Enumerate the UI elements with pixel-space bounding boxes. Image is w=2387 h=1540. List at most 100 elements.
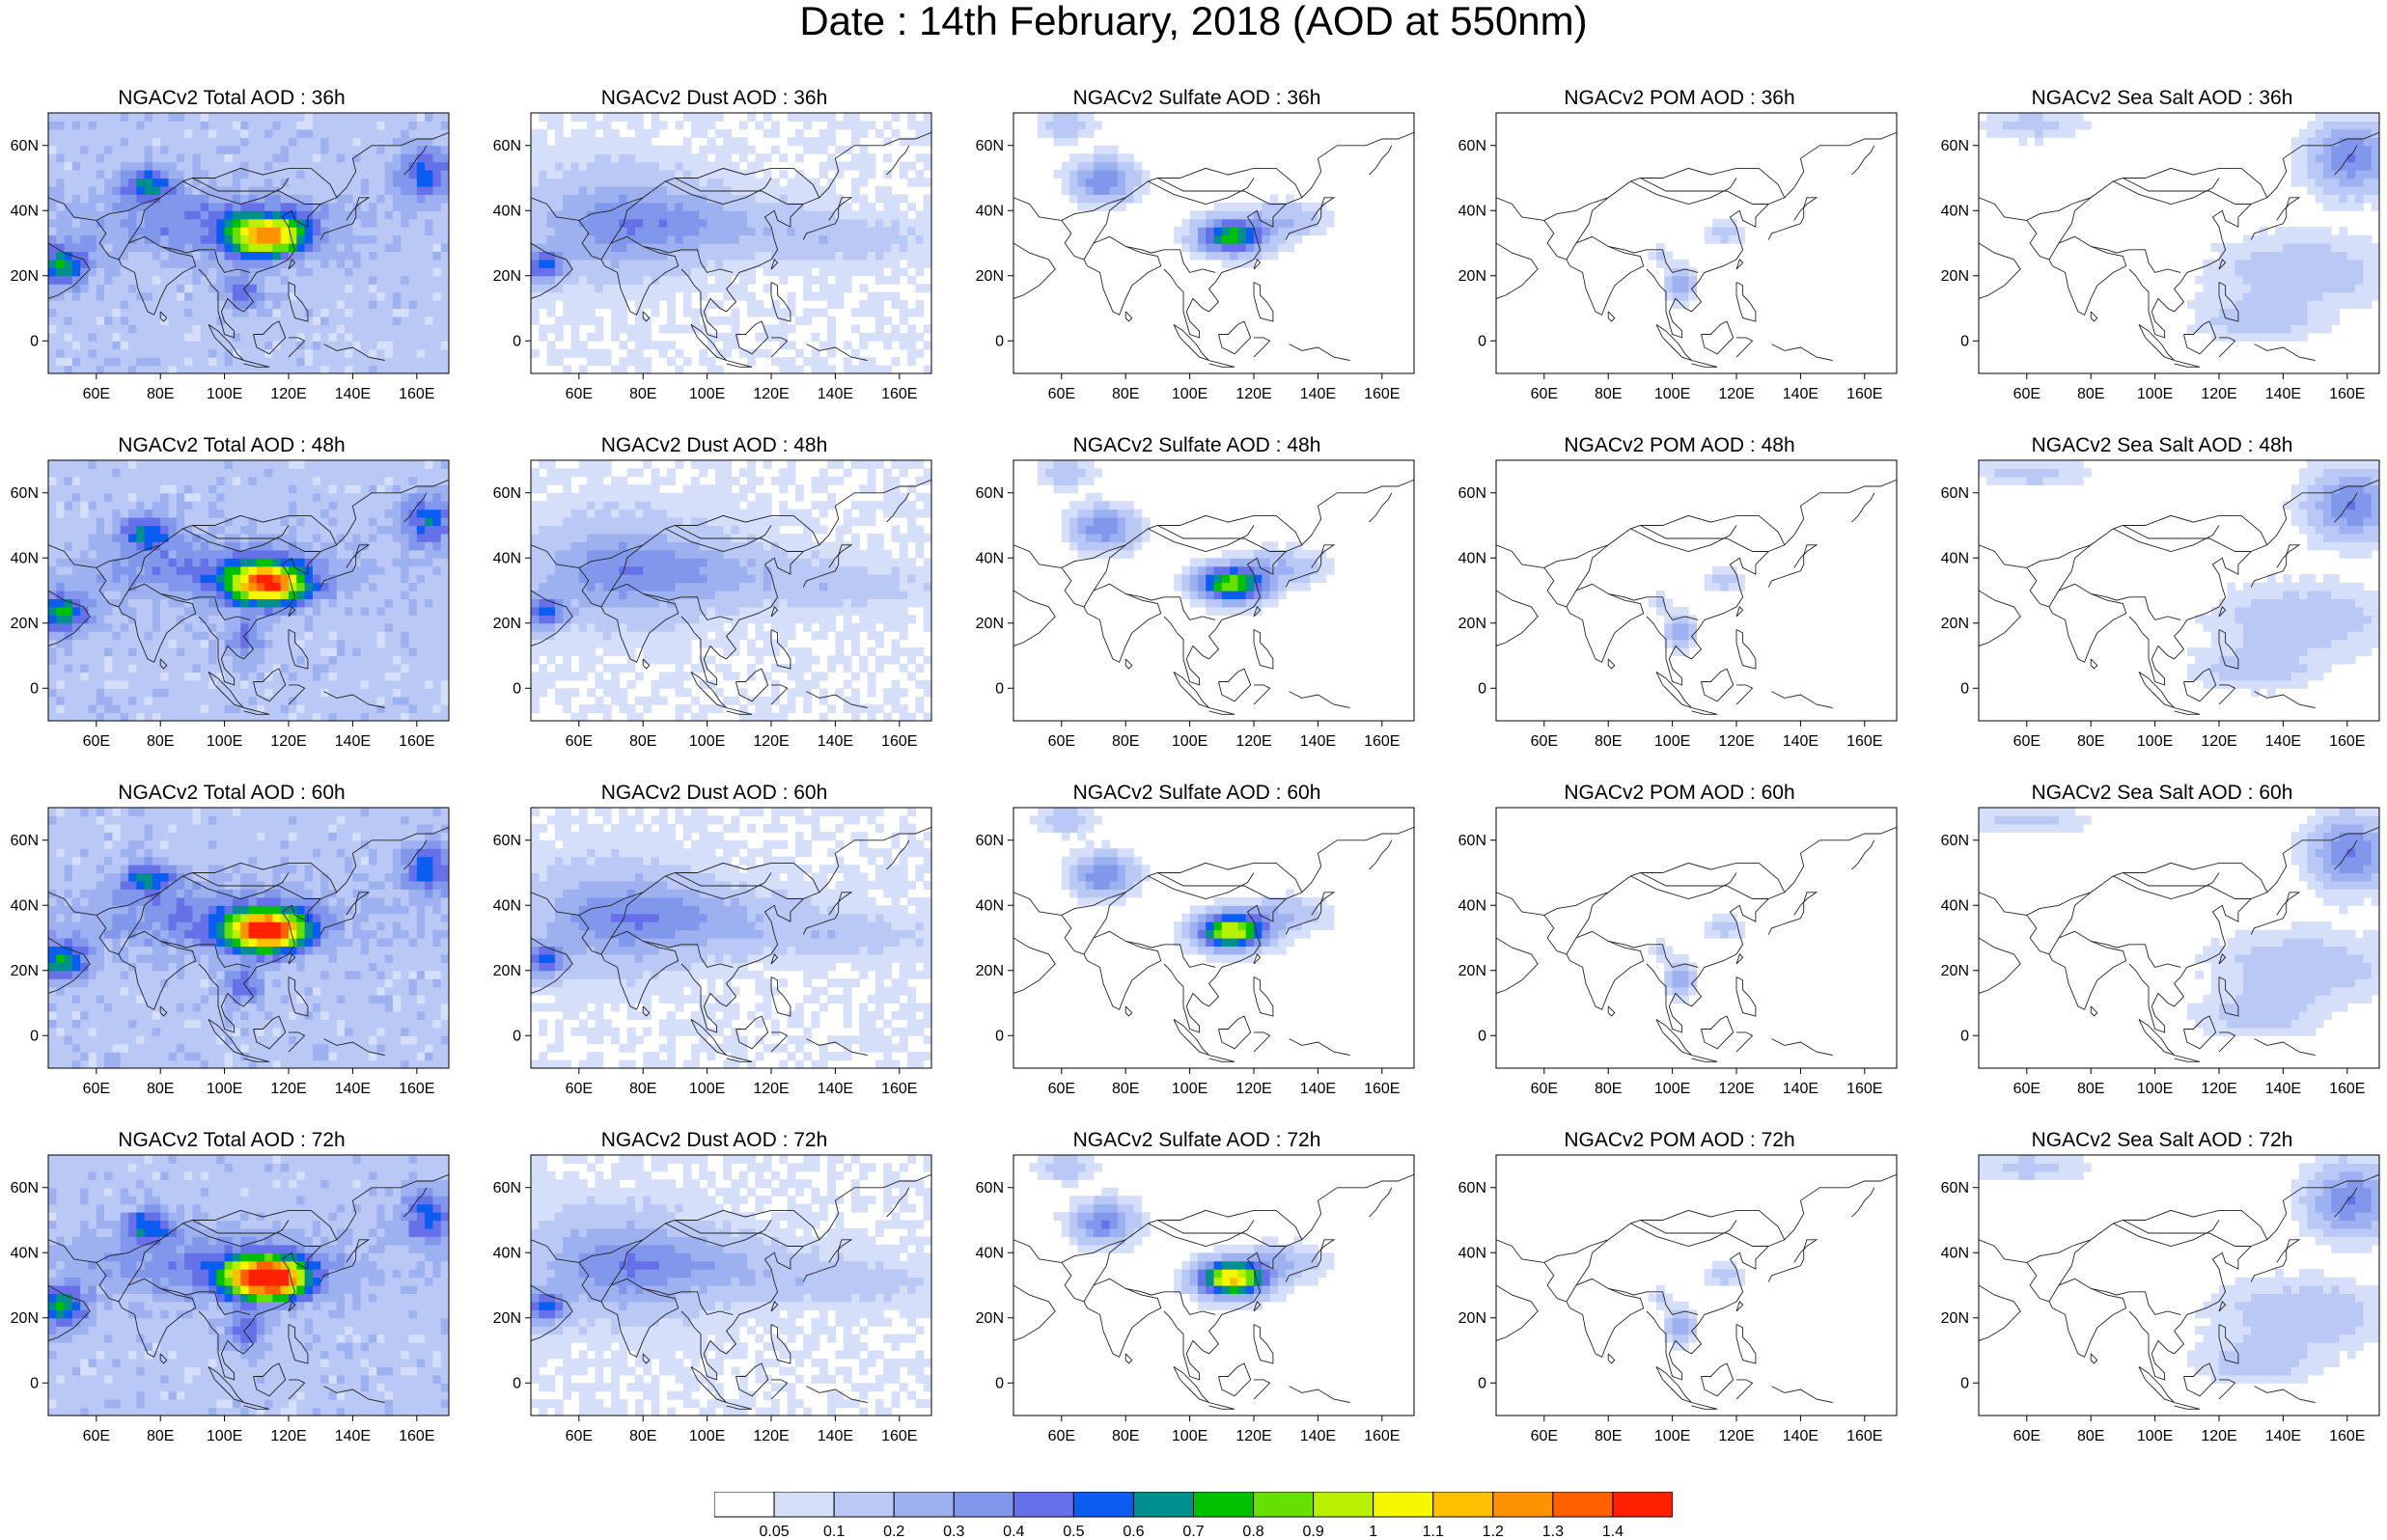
lat-tick-label: 60N xyxy=(1941,1180,1969,1196)
lat-tick-label: 20N xyxy=(493,1310,521,1327)
lon-tick-label: 80E xyxy=(147,386,174,402)
panel-title: NGACv2 Sulfate AOD : 48h xyxy=(1072,434,1321,456)
map-panel: NGACv2 POM AOD : 48h 60E 80E 100E 120E 140E 16… xyxy=(1448,434,1911,762)
colorbar-swatch xyxy=(1253,1492,1315,1518)
lat-tick-label: 0 xyxy=(995,1028,1004,1044)
colorbar-swatch xyxy=(1313,1492,1374,1518)
panel-title: NGACv2 Sea Salt AOD : 36h xyxy=(2031,87,2293,109)
lon-tick-label: 120E xyxy=(270,386,306,402)
lon-tick-label: 100E xyxy=(1172,386,1207,402)
lat-tick-label: 0 xyxy=(995,333,1004,349)
lon-tick-label: 60E xyxy=(1048,386,1075,402)
lat-tick-label: 40N xyxy=(11,550,39,566)
lat-tick-label: 0 xyxy=(1960,1028,1969,1044)
lat-tick-label: 40N xyxy=(1458,897,1486,914)
colorbar-swatch xyxy=(1193,1492,1255,1518)
lat-tick-label: 20N xyxy=(1941,616,1969,632)
lon-tick-label: 140E xyxy=(1783,733,1818,750)
lon-tick-label: 120E xyxy=(753,733,789,750)
panel-title: NGACv2 Sulfate AOD : 60h xyxy=(1072,782,1321,804)
lat-tick-label: 20N xyxy=(1458,616,1486,632)
lon-tick-label: 160E xyxy=(399,1081,434,1097)
colorbar-swatch xyxy=(1132,1492,1195,1518)
lat-tick-label: 40N xyxy=(1941,550,1969,566)
lon-tick-label: 160E xyxy=(399,1428,434,1444)
lon-tick-label: 140E xyxy=(1783,1081,1818,1097)
lat-tick-label: 20N xyxy=(11,963,39,979)
lon-tick-label: 60E xyxy=(1531,1081,1558,1097)
lon-tick-label: 160E xyxy=(2329,1081,2365,1097)
map-frame xyxy=(47,459,450,722)
lon-tick-label: 160E xyxy=(2329,1428,2365,1444)
aod-field xyxy=(1648,218,1745,310)
lon-tick-label: 80E xyxy=(2077,1428,2104,1444)
lat-tick-label: 20N xyxy=(1941,268,1969,285)
lon-tick-label: 120E xyxy=(1718,733,1754,750)
figure-title: Date : 14th February, 2018 (AOD at 550nm… xyxy=(799,0,1588,43)
lat-tick-label: 20N xyxy=(976,268,1004,285)
panel-title: NGACv2 Sulfate AOD : 72h xyxy=(1072,1129,1321,1151)
lat-tick-label: 20N xyxy=(976,1310,1004,1327)
lat-tick-label: 20N xyxy=(11,1310,39,1327)
coastlines xyxy=(1013,1173,1414,1410)
colorbar-label: 0.4 xyxy=(1003,1524,1024,1540)
lon-tick-label: 60E xyxy=(566,1081,593,1097)
lon-tick-label: 140E xyxy=(2265,1081,2301,1097)
panel-title: NGACv2 Dust AOD : 72h xyxy=(600,1129,828,1151)
lat-tick-label: 60N xyxy=(11,1180,39,1196)
lon-tick-label: 80E xyxy=(147,1428,174,1444)
lon-tick-label: 60E xyxy=(83,386,110,402)
map-panel: NGACv2 POM AOD : 72h 60E 80E 100E 120E 140E 16… xyxy=(1448,1129,1911,1457)
coastlines xyxy=(531,479,931,715)
map-frame xyxy=(530,459,932,722)
map-panel: NGACv2 Sulfate AOD : 36h 60E 80E 100E 120E 14… xyxy=(965,87,1429,415)
lon-tick-label: 60E xyxy=(2013,386,2040,402)
aod-map: 60E 80E 100E 120E 140E 160E 60N 40N 20N 0 xyxy=(1941,112,2380,402)
lon-tick-label: 100E xyxy=(1654,1428,1690,1444)
lat-tick-label: 60N xyxy=(1941,138,1969,154)
coastlines xyxy=(531,1173,931,1410)
coastlines xyxy=(48,479,449,715)
colorbar-swatch xyxy=(1072,1492,1134,1518)
lon-tick-label: 60E xyxy=(2013,1081,2040,1097)
panel-title: NGACv2 POM AOD : 48h xyxy=(1564,434,1795,456)
panel-title: NGACv2 POM AOD : 60h xyxy=(1564,782,1795,804)
coastlines xyxy=(1979,479,2379,715)
colorbar-label: 1.2 xyxy=(1483,1524,1504,1540)
panel-title: NGACv2 Sea Salt AOD : 48h xyxy=(2031,434,2293,456)
panel-title: NGACv2 Total AOD : 48h xyxy=(118,434,346,456)
lat-tick-label: 60N xyxy=(1458,833,1486,849)
map-panel: NGACv2 Dust AOD : 36h 60E 80E 100E 120E 140E 1… xyxy=(483,87,946,415)
lon-tick-label: 80E xyxy=(147,1081,174,1097)
aod-map: 60E 80E 100E 120E 140E 160E 60N 40N 20N 0 xyxy=(1941,1154,2380,1444)
lat-tick-label: 60N xyxy=(493,138,521,154)
lon-tick-label: 80E xyxy=(2077,1081,2104,1097)
panel-title: NGACv2 POM AOD : 72h xyxy=(1564,1129,1795,1151)
map-frame xyxy=(530,807,932,1069)
lon-tick-label: 80E xyxy=(629,386,656,402)
aod-field xyxy=(1979,1155,2379,1384)
map-frame xyxy=(1495,1154,1898,1416)
lon-tick-label: 120E xyxy=(1235,386,1271,402)
lon-tick-label: 80E xyxy=(1595,1428,1622,1444)
colorbar-swatch xyxy=(1552,1492,1614,1518)
map-frame xyxy=(47,1154,450,1416)
lat-tick-label: 60N xyxy=(1458,485,1486,502)
lon-tick-label: 160E xyxy=(881,1081,917,1097)
lon-tick-label: 120E xyxy=(2201,1428,2236,1444)
lon-tick-label: 140E xyxy=(818,1081,853,1097)
colorbar-swatch xyxy=(773,1492,835,1518)
map-panel: NGACv2 Sulfate AOD : 60h 60E 80E 100E 120E 14… xyxy=(965,782,1429,1110)
map-frame xyxy=(47,112,450,374)
lon-tick-label: 80E xyxy=(2077,386,2104,402)
coastlines xyxy=(48,1173,449,1410)
lon-tick-label: 100E xyxy=(1654,1081,1690,1097)
aod-field xyxy=(531,460,931,721)
map-frame xyxy=(1978,1154,2380,1416)
lat-tick-label: 0 xyxy=(1960,333,1969,349)
lon-tick-label: 160E xyxy=(881,733,917,750)
lon-tick-label: 80E xyxy=(1112,1428,1139,1444)
lon-tick-label: 160E xyxy=(1364,733,1400,750)
aod-field xyxy=(1648,913,1745,1004)
lon-tick-label: 60E xyxy=(1048,1081,1075,1097)
